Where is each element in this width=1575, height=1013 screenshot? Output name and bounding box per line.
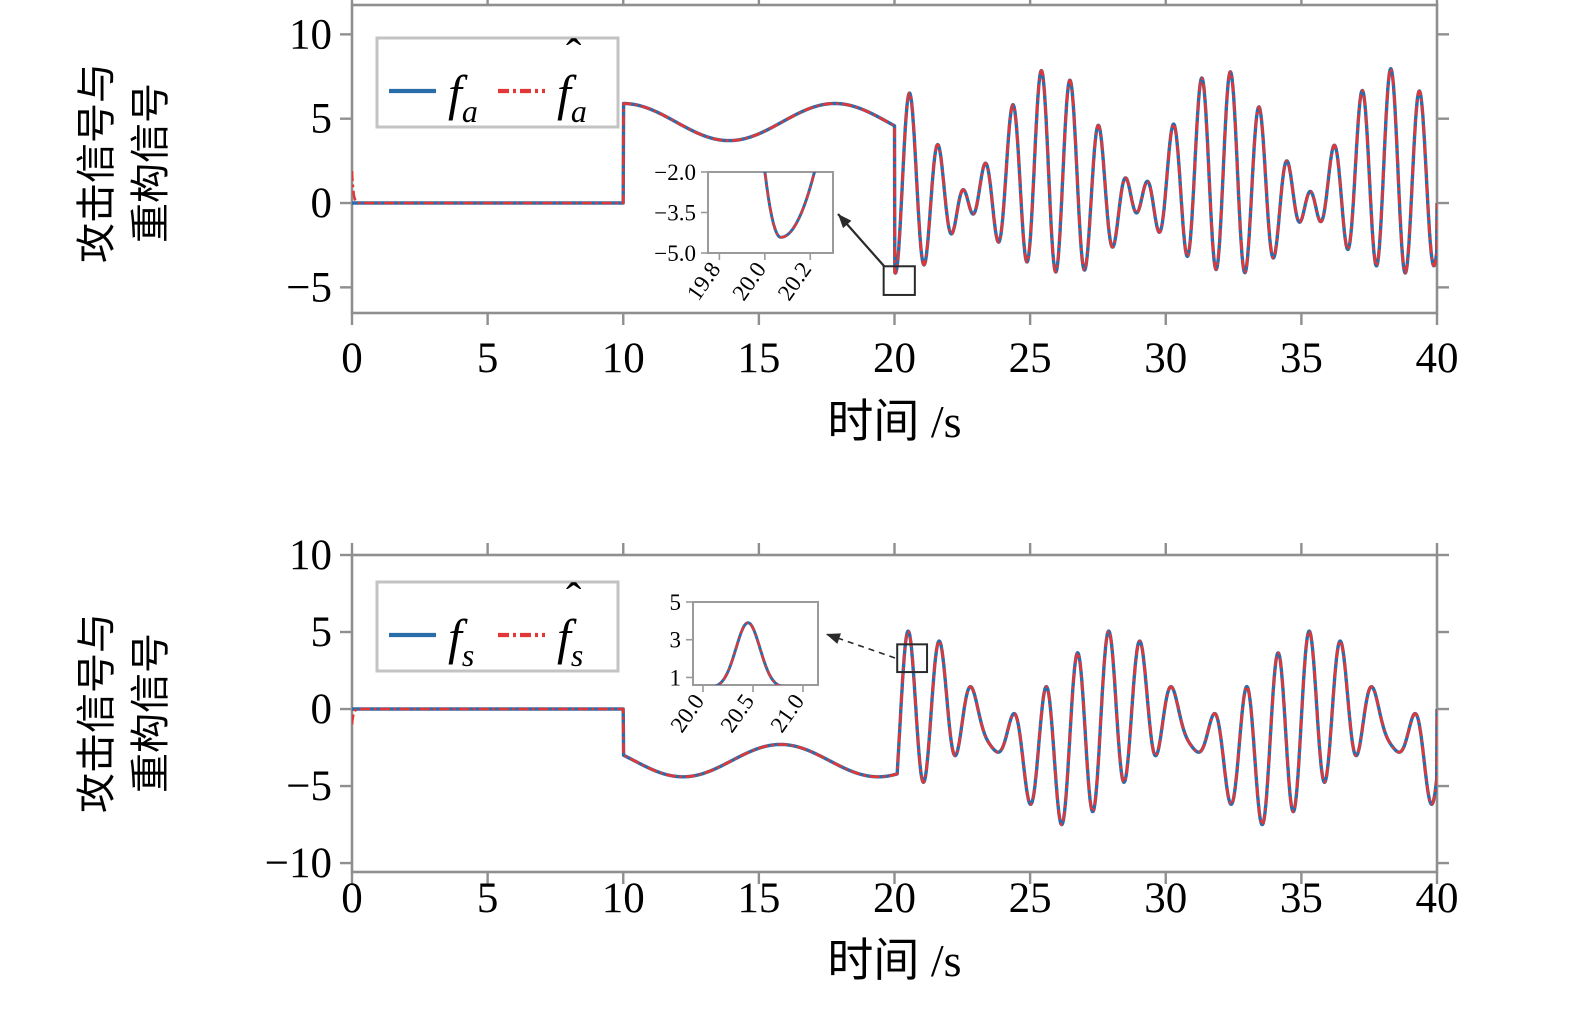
inset-y-tick-label: 3 <box>670 628 682 653</box>
x-tick-label: 10 <box>602 875 645 922</box>
x-tick-label: 20 <box>873 875 916 922</box>
legend-label-subscript: s <box>462 637 474 673</box>
legend-label-subscript: a <box>462 93 478 129</box>
legend-hat-accent: ˆ <box>566 29 581 80</box>
legend-label-subscript: a <box>571 93 587 129</box>
x-axis-label: 时间 /s <box>827 935 961 986</box>
x-tick-label: 20 <box>873 335 916 382</box>
x-tick-label: 5 <box>477 875 499 922</box>
x-tick-label: 25 <box>1009 875 1052 922</box>
y-axis-label-line: 攻击信号与 <box>74 613 119 813</box>
x-tick-label: 30 <box>1144 875 1187 922</box>
legend-box <box>375 36 620 129</box>
legend-box <box>375 580 620 673</box>
y-tick-label: −5 <box>286 763 332 810</box>
y-tick-label: 5 <box>311 96 333 143</box>
inset-curve-red <box>715 621 781 685</box>
inset-x-tick-label: 21.0 <box>766 690 810 737</box>
y-axis-label-line: 重构信号 <box>128 83 173 243</box>
legend-hat-accent: ˆ <box>566 573 581 624</box>
callout-arrow-head <box>826 633 841 644</box>
x-tick-label: 0 <box>341 875 363 922</box>
x-tick-label: 25 <box>1009 335 1052 382</box>
y-tick-label: −5 <box>286 264 332 311</box>
x-tick-label: 40 <box>1416 875 1459 922</box>
inset-y-tick-label: −5.0 <box>654 241 696 266</box>
y-tick-label: −10 <box>265 840 332 887</box>
series-group <box>352 66 1437 275</box>
y-tick-label: 10 <box>289 11 332 58</box>
x-axis-label: 时间 /s <box>827 396 961 447</box>
inset-y-tick-label: 5 <box>670 590 682 615</box>
y-axis-label-line: 攻击信号与 <box>74 63 119 263</box>
inset-y-tick-label: 1 <box>670 665 682 690</box>
legend-label-subscript: s <box>571 637 583 673</box>
x-tick-label: 40 <box>1416 335 1459 382</box>
x-tick-label: 35 <box>1280 335 1323 382</box>
y-tick-label: 10 <box>289 532 332 579</box>
x-tick-label: 0 <box>341 335 363 382</box>
callout-box <box>882 265 916 296</box>
inset-y-tick-label: −3.5 <box>654 201 696 226</box>
inset-x-tick-label: 20.5 <box>716 690 760 737</box>
x-tick-label: 35 <box>1280 875 1323 922</box>
x-tick-label: 30 <box>1144 335 1187 382</box>
y-tick-label: 0 <box>311 686 333 733</box>
inset-series-group <box>714 621 782 685</box>
inset-curve-red <box>763 172 816 239</box>
x-tick-label: 15 <box>737 875 780 922</box>
x-tick-label: 10 <box>602 335 645 382</box>
callout-arrow-head <box>838 214 852 229</box>
inset-y-tick-label: −2.0 <box>654 160 696 185</box>
y-tick-label: 0 <box>311 180 333 227</box>
inset-x-tick-label: 20.0 <box>666 690 710 737</box>
legend-item-label: fs <box>557 609 583 673</box>
y-axis-label-line: 重构信号 <box>128 633 173 793</box>
inset-frame <box>692 601 819 686</box>
callout-box <box>896 643 929 674</box>
series-group <box>352 629 1437 827</box>
series-f_a_hat <box>352 67 1437 275</box>
inset-x-tick-label: 20.2 <box>773 258 817 305</box>
x-tick-label: 15 <box>737 335 780 382</box>
y-tick-label: 5 <box>311 609 333 656</box>
series-f_s_hat <box>352 629 1437 827</box>
x-tick-label: 5 <box>477 335 499 382</box>
inset-x-tick-label: 20.0 <box>727 258 771 305</box>
inset-series-group <box>763 172 816 239</box>
